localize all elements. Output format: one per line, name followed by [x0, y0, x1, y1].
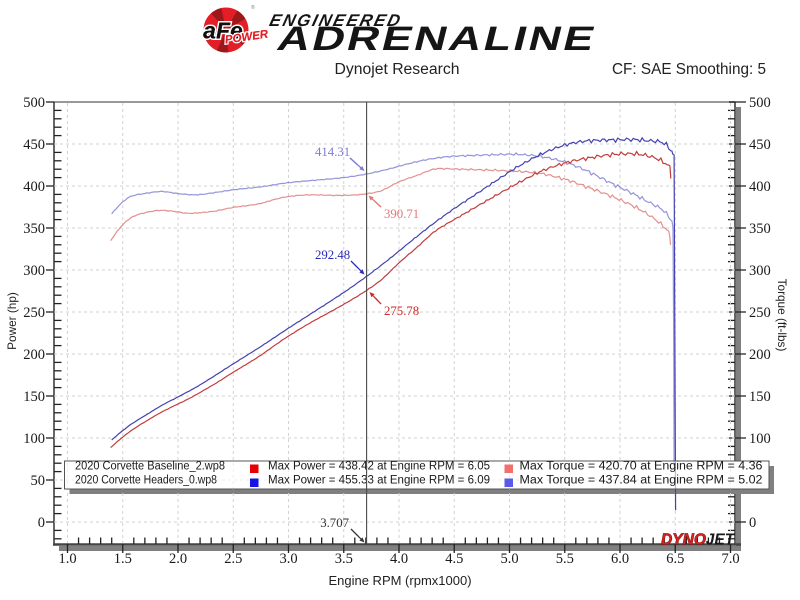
svg-text:Power (hp): Power (hp)	[5, 292, 19, 350]
svg-text:7.0: 7.0	[721, 551, 739, 567]
svg-text:aFe: aFe	[203, 18, 243, 44]
svg-text:275.78: 275.78	[384, 304, 419, 318]
svg-text:450: 450	[749, 137, 771, 153]
svg-text:100: 100	[749, 431, 771, 447]
svg-text:400: 400	[749, 179, 771, 195]
svg-text:5.5: 5.5	[556, 551, 574, 567]
svg-text:Max Power = 455.33 at Engine R: Max Power = 455.33 at Engine RPM = 6.09	[268, 474, 490, 486]
svg-text:1.0: 1.0	[58, 551, 76, 567]
svg-text:450: 450	[23, 137, 45, 153]
svg-text:CF: SAE Smoothing: 5: CF: SAE Smoothing: 5	[612, 61, 766, 78]
svg-text:6.5: 6.5	[666, 551, 684, 567]
svg-text:500: 500	[23, 95, 45, 111]
svg-text:0: 0	[749, 515, 756, 531]
svg-text:6.0: 6.0	[611, 551, 629, 567]
svg-text:Torque (ft-lbs): Torque (ft-lbs)	[775, 279, 789, 352]
svg-text:350: 350	[23, 221, 45, 237]
svg-text:2.5: 2.5	[224, 551, 242, 567]
svg-text:300: 300	[749, 263, 771, 279]
svg-text:100: 100	[23, 431, 45, 447]
svg-text:1.5: 1.5	[114, 551, 132, 567]
svg-text:250: 250	[23, 305, 45, 321]
svg-text:Max Power = 438.42 at Engine R: Max Power = 438.42 at Engine RPM = 6.05	[268, 460, 490, 472]
svg-text:2020 Corvette Headers_0.wp8: 2020 Corvette Headers_0.wp8	[75, 474, 217, 486]
svg-text:292.48: 292.48	[315, 248, 350, 262]
svg-text:ENGINEERED: ENGINEERED	[268, 10, 405, 30]
svg-text:250: 250	[749, 305, 771, 321]
svg-text:390.71: 390.71	[384, 207, 419, 221]
svg-text:414.31: 414.31	[315, 145, 350, 159]
svg-text:150: 150	[23, 389, 45, 405]
svg-text:3.707: 3.707	[320, 516, 349, 530]
svg-text:400: 400	[23, 179, 45, 195]
svg-text:®: ®	[251, 4, 255, 11]
svg-text:DYNO: DYNO	[661, 532, 706, 549]
svg-text:3.0: 3.0	[279, 551, 297, 567]
svg-text:200: 200	[749, 347, 771, 363]
svg-text:Engine RPM (rpmx1000): Engine RPM (rpmx1000)	[328, 573, 471, 588]
svg-text:50: 50	[31, 473, 46, 489]
svg-text:4.5: 4.5	[445, 551, 463, 567]
svg-text:Dynojet Research: Dynojet Research	[335, 61, 460, 78]
svg-text:3.5: 3.5	[335, 551, 353, 567]
svg-text:350: 350	[749, 221, 771, 237]
svg-text:5.0: 5.0	[500, 551, 518, 567]
svg-text:Max Torque = 420.70 at Engine: Max Torque = 420.70 at Engine RPM = 4.36	[520, 460, 763, 472]
svg-text:4.0: 4.0	[390, 551, 408, 567]
svg-text:2.0: 2.0	[169, 551, 187, 567]
svg-text:300: 300	[23, 263, 45, 279]
svg-text:aFe: aFe	[203, 18, 243, 44]
svg-text:150: 150	[749, 389, 771, 405]
svg-text:Max Torque = 437.84 at Engine: Max Torque = 437.84 at Engine RPM = 5.02	[520, 474, 763, 486]
svg-text:2020 Corvette Baseline_2.wp8: 2020 Corvette Baseline_2.wp8	[75, 460, 225, 472]
svg-text:200: 200	[23, 347, 45, 363]
svg-text:500: 500	[749, 95, 771, 111]
svg-text:JET: JET	[706, 532, 736, 549]
svg-text:ADRENALINE: ADRENALINE	[274, 20, 601, 57]
svg-text:0: 0	[38, 515, 45, 531]
